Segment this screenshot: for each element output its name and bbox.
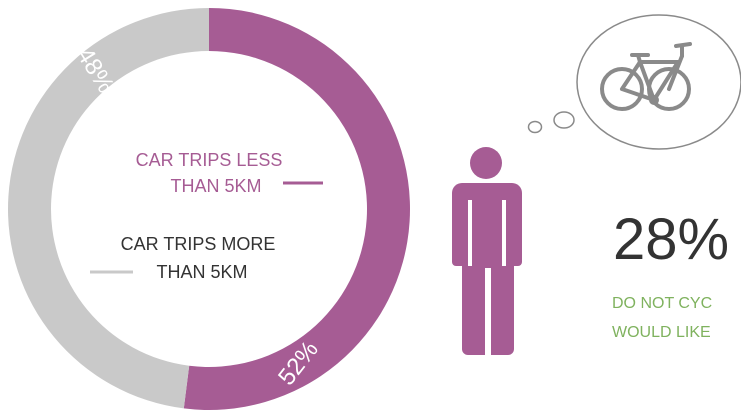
label-more-line2: THAN 5KM: [156, 262, 247, 282]
donut-chart: 52%48%: [7, 7, 410, 410]
donut-slice-more-5km: [7, 7, 210, 409]
donut-slice-less-5km: [183, 8, 410, 410]
bicycle-icon: [600, 42, 692, 111]
label-less-line2: THAN 5KM: [170, 176, 261, 196]
person-icon: [452, 147, 522, 358]
label-more-line1: CAR TRIPS MORE: [121, 234, 276, 254]
thought-bubble-icon: [527, 14, 741, 150]
stat-line1: DO NOT CYC: [612, 295, 712, 312]
stat-value: 28%: [613, 207, 729, 272]
label-less-line1: CAR TRIPS LESS: [136, 150, 283, 170]
stat-line2: WOULD LIKE: [612, 324, 711, 341]
